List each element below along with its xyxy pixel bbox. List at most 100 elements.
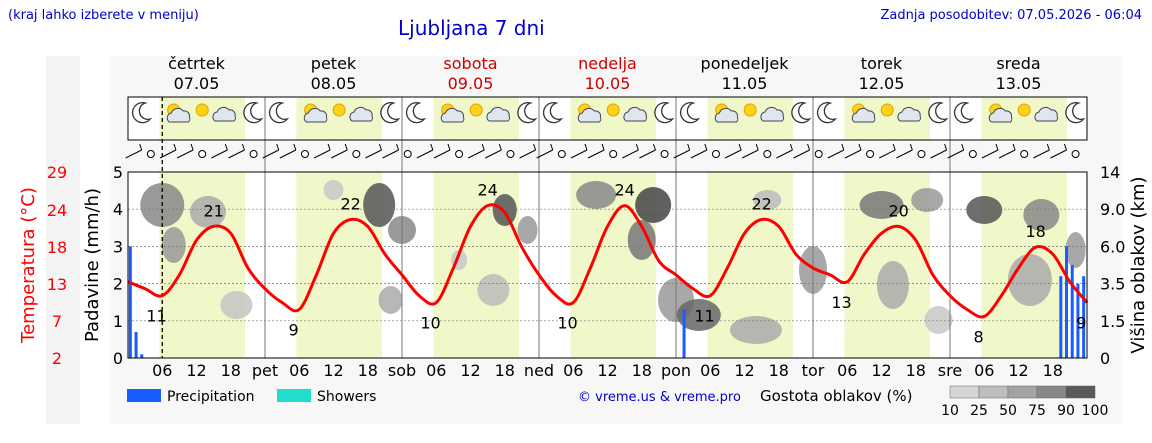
hour-tick: 12 (1008, 361, 1028, 380)
density-tick: 50 (999, 403, 1017, 419)
wind-calm-icon (1020, 150, 1029, 158)
wind-barb-icon (909, 143, 913, 151)
wind-barb-icon (550, 143, 554, 151)
wind-calm-icon (1071, 150, 1080, 158)
temperature-tick: 18 (47, 238, 67, 257)
wind-barb-icon (241, 143, 245, 151)
temperature-tick: 29 (47, 163, 67, 182)
cloud-density-blob (627, 220, 656, 260)
wind-barb-icon (776, 149, 793, 159)
wind-barb-icon (878, 149, 896, 159)
wind-barb-row (125, 143, 1080, 159)
cloud-icon (303, 107, 328, 123)
cloud-density-blob (1023, 199, 1060, 231)
day-short-label: sre (938, 361, 962, 380)
cloud-density-blob (1065, 232, 1086, 268)
precipitation-bar (1065, 246, 1069, 358)
wind-barb-icon (587, 149, 605, 159)
precipitation-bar (128, 246, 132, 358)
day-date: 09.05 (448, 74, 494, 93)
wind-calm-icon (506, 150, 515, 158)
wind-barb-icon (536, 149, 553, 159)
cloud-density-blob (189, 196, 226, 228)
precipitation-tick: 2 (113, 275, 123, 294)
wind-barb-icon (827, 149, 845, 159)
day-short-label: sob (388, 361, 416, 380)
wind-barb-icon (1046, 143, 1050, 151)
hour-tick: 06 (152, 361, 172, 380)
precipitation-bar (682, 309, 686, 358)
cloud-density-blob (876, 261, 909, 309)
cloud-density-blob (911, 188, 944, 212)
density-tick: 75 (1028, 403, 1046, 419)
wind-barb-icon (673, 149, 690, 159)
wind-barb-icon (276, 143, 280, 151)
density-swatch (978, 385, 1009, 399)
cloud-icon (851, 107, 876, 123)
day-short-label: pet (252, 361, 278, 380)
temperature-label: 8 (973, 327, 983, 346)
wind-calm-icon (866, 150, 875, 158)
cloud-height-tick: 1.5 (1100, 312, 1125, 331)
hour-tick: 06 (700, 361, 720, 380)
wind-barb-icon (639, 149, 656, 159)
density-swatch (949, 385, 980, 399)
sun-icon (880, 103, 894, 117)
wind-barb-icon (724, 149, 742, 159)
cloud-height-tick: 0 (1100, 349, 1110, 368)
precipitation-bar (1070, 265, 1074, 358)
wind-calm-icon (352, 150, 361, 158)
wind-barb-icon (930, 149, 947, 159)
cloud-icon (1034, 106, 1058, 122)
moon-icon (816, 101, 838, 124)
cloud-density-blob (220, 291, 253, 319)
wind-barb-icon (378, 143, 382, 151)
moon-icon (654, 101, 675, 124)
wind-barb-icon (159, 149, 177, 159)
wind-barb-icon (224, 143, 228, 151)
moon-icon (517, 101, 538, 124)
wind-barb-icon (892, 143, 896, 151)
temperature-tick: 2 (52, 349, 62, 368)
wind-calm-icon (300, 150, 309, 158)
cloud-density-legend-label: Gostota oblakov (%) (760, 387, 913, 405)
moon-icon (791, 101, 812, 124)
wind-barb-icon (330, 149, 348, 159)
temperature-label: 22 (751, 194, 771, 213)
day-name: sreda (996, 54, 1040, 73)
temperature-label: 11 (694, 307, 714, 326)
wind-barb-icon (519, 149, 536, 159)
hour-tick: 12 (597, 361, 617, 380)
weather-icon-row (131, 101, 1086, 124)
temperature-tick: 7 (52, 312, 62, 331)
day-name: ponedeljek (701, 54, 790, 73)
temperature-label: 10 (557, 314, 577, 333)
wind-barb-icon (176, 149, 194, 159)
temperature-axis-label: Temperatura (°C) (18, 187, 39, 344)
wind-barb-icon (601, 143, 605, 151)
cloud-icon (486, 106, 510, 122)
wind-calm-icon (763, 150, 772, 158)
hour-tick: 18 (906, 361, 926, 380)
hour-tick: 12 (734, 361, 754, 380)
temperature-line (127, 203, 1089, 319)
wind-calm-icon (455, 150, 464, 158)
wind-barb-icon (995, 143, 999, 151)
precipitation-tick: 4 (113, 200, 123, 219)
wind-barb-icon (313, 149, 331, 159)
wind-barb-icon (433, 149, 451, 159)
precipitation-axis-label: Padavine (mm/h) (82, 188, 103, 342)
sun-icon (469, 103, 483, 117)
wind-barb-icon (998, 149, 1016, 159)
cloud-density-blob (859, 191, 904, 219)
wind-barb-icon (173, 143, 177, 151)
day-name: nedelja (578, 54, 637, 73)
wind-barb-icon (139, 143, 143, 151)
cloud-density-blob (676, 299, 721, 331)
wind-barb-icon (416, 149, 434, 159)
wind-barb-icon (635, 143, 639, 151)
cloud-density-blob (363, 183, 396, 227)
